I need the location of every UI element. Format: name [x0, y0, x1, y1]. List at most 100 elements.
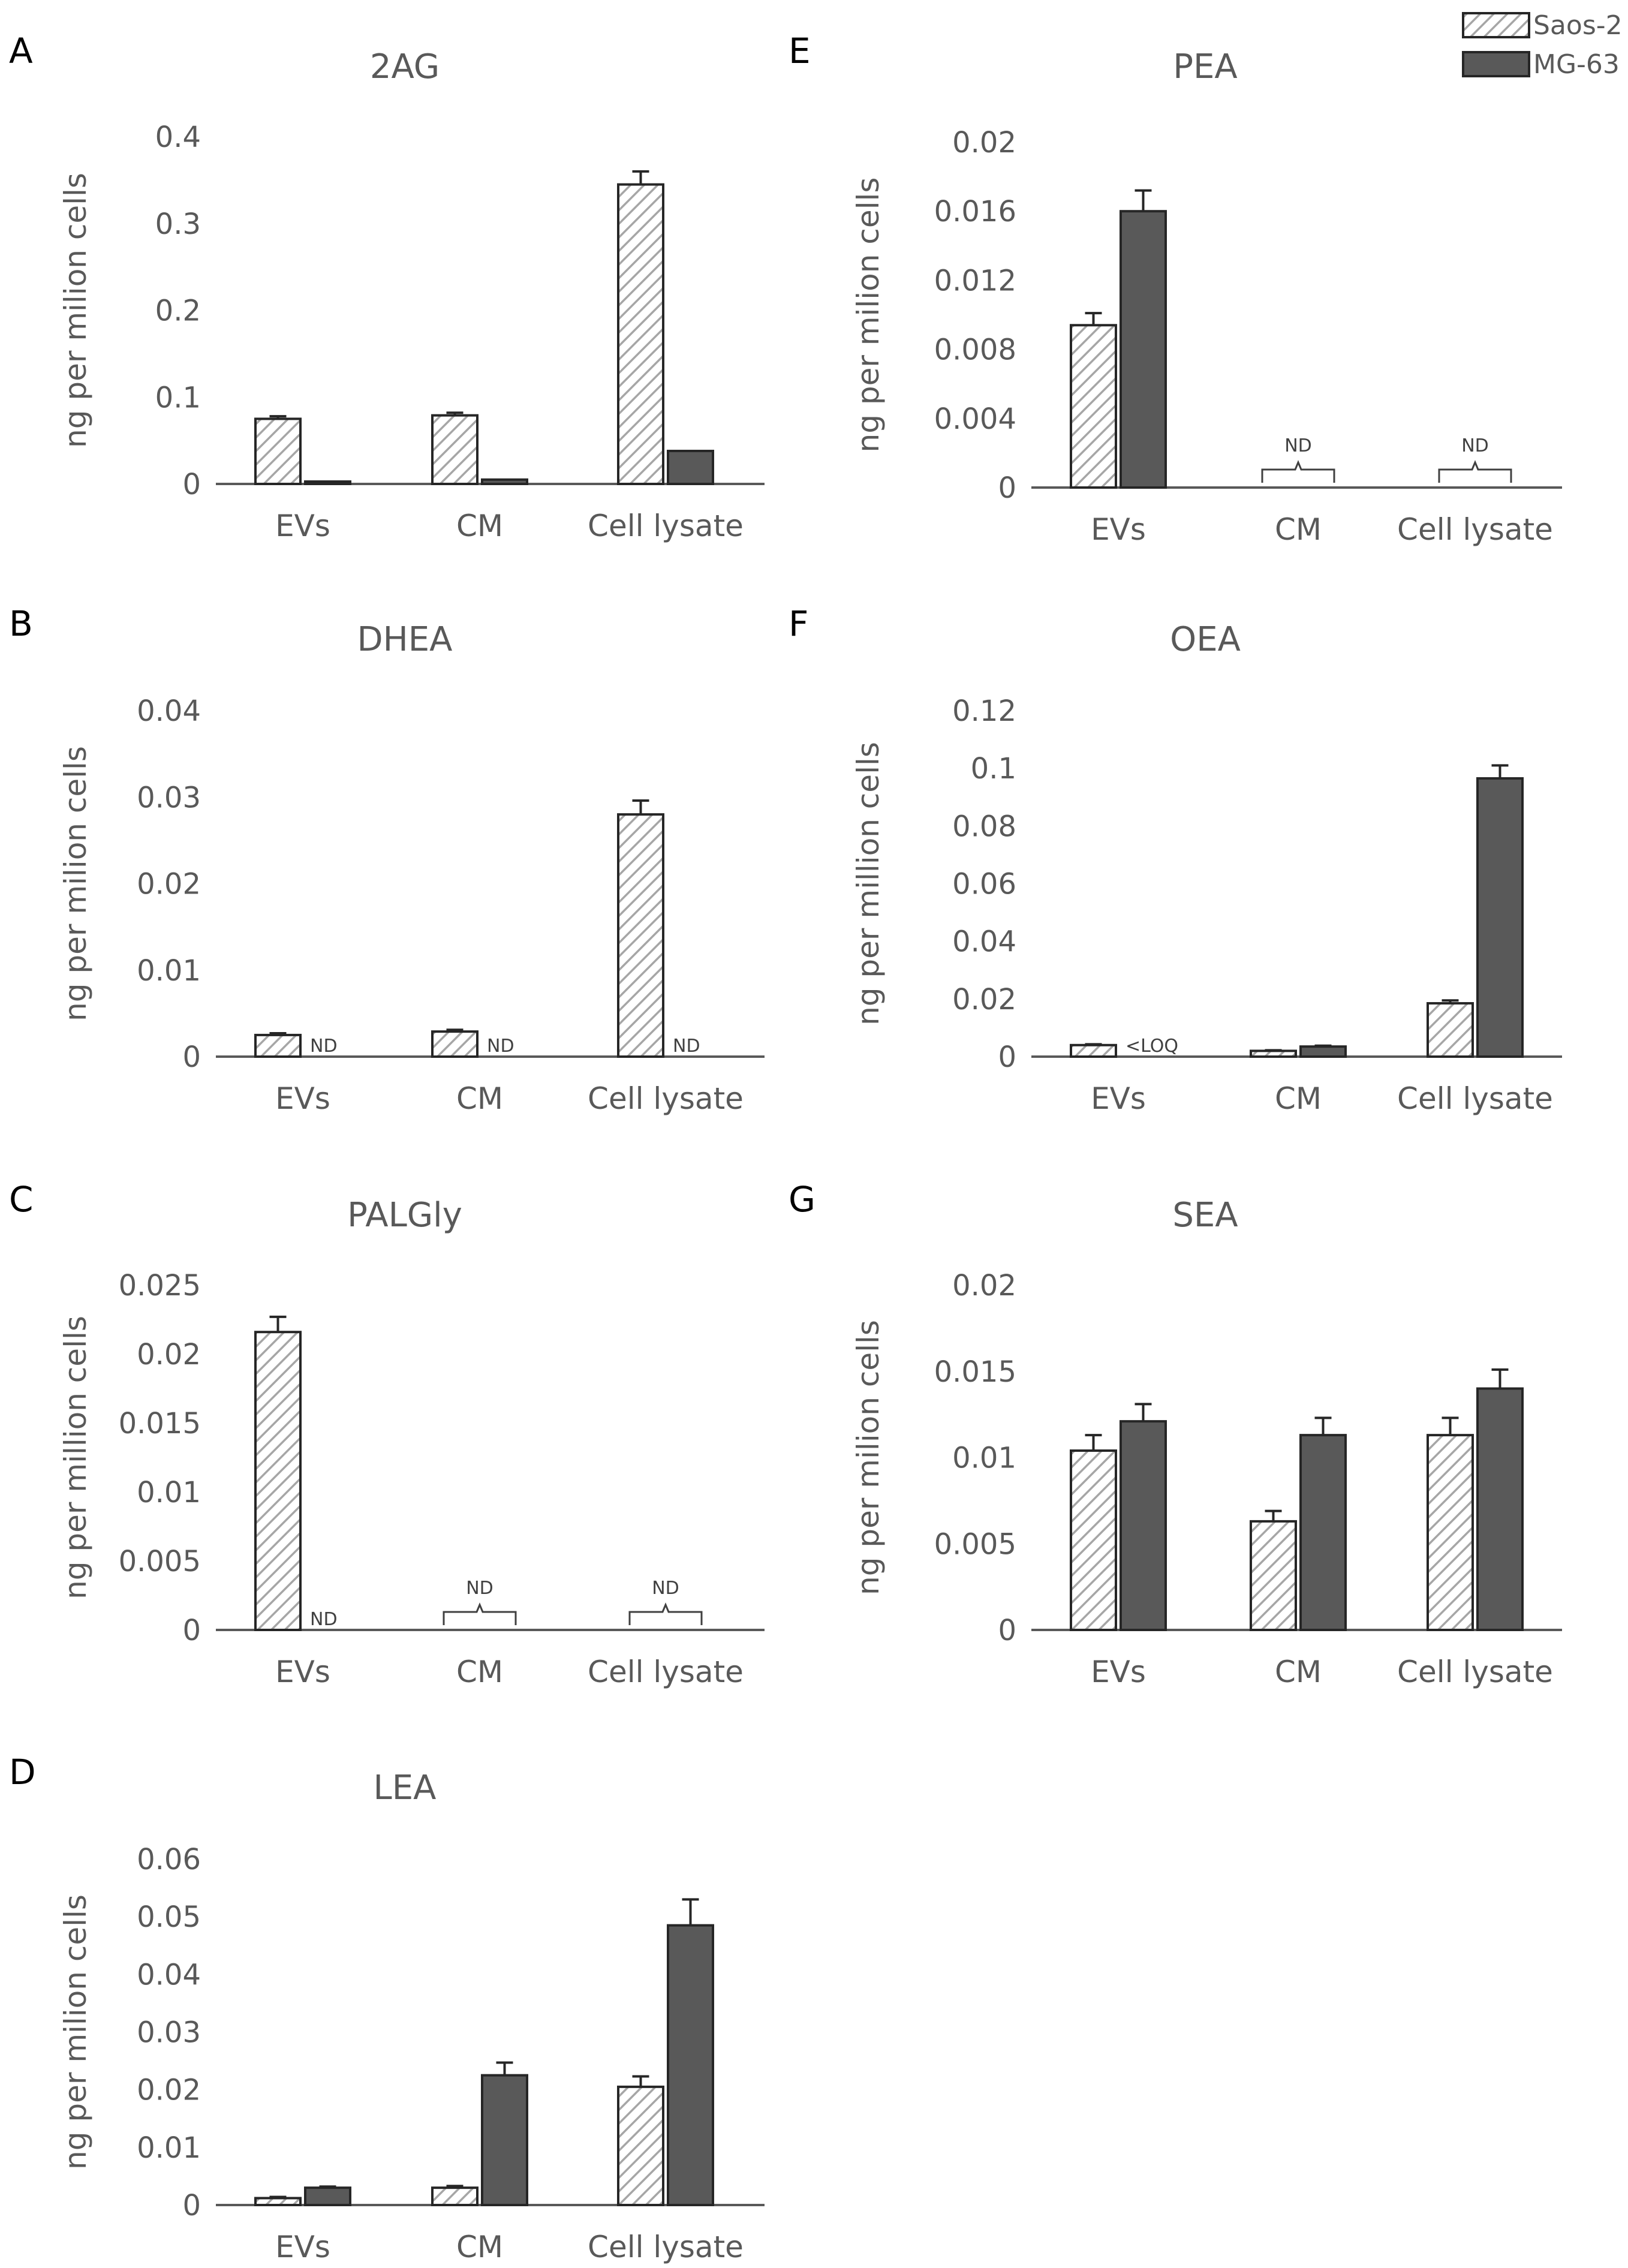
- legend-swatch: [1462, 51, 1530, 77]
- panel-C: C PALGly ng per million cells 0 0.005 0.01 0.0…: [9, 1179, 765, 1689]
- y-tick-label: 0: [182, 468, 201, 501]
- nd-bracket: ND: [628, 1578, 703, 1625]
- annotation-label: ND: [310, 1609, 338, 1630]
- x-tick-label: CM: [1275, 1081, 1322, 1116]
- error-bar: [269, 415, 287, 419]
- legend-item-saos-2: Saos-2: [1462, 10, 1623, 41]
- bar-mg-63: [304, 2186, 351, 2206]
- x-tick-label: EVs: [1091, 1655, 1146, 1689]
- bar-mg-63: [667, 449, 714, 485]
- y-tick-label: 0.015: [934, 1355, 1016, 1389]
- nd-bracket: ND: [1438, 435, 1512, 483]
- y-tick-label: 0.02: [137, 1338, 201, 1371]
- panel-D: D LEA ng per milion cells 0 0.01 0.02 0.03 0.04…: [9, 1752, 765, 2264]
- bar-mg-63: [1120, 210, 1167, 489]
- y-tick-label: 0.04: [137, 1958, 201, 1992]
- chart-title: 2AG: [370, 47, 440, 86]
- y-tick-label: 0.08: [952, 810, 1016, 843]
- y-tick-label: 0.06: [952, 868, 1016, 901]
- error-bar: [632, 799, 649, 815]
- error-bar: [446, 1028, 464, 1032]
- annotation-label: ND: [310, 1036, 338, 1057]
- y-tick-label: 0: [998, 1040, 1016, 1074]
- panel-letter: E: [789, 31, 811, 71]
- chart-title: SEA: [1172, 1196, 1238, 1235]
- error-bar: [1491, 1368, 1509, 1389]
- bar-saos-2: [254, 1331, 302, 1631]
- error-bar: [1135, 1403, 1152, 1422]
- x-tick-label: CM: [456, 1655, 503, 1689]
- bar-mg-63: [667, 1924, 714, 2206]
- legend-label: Saos-2: [1533, 10, 1623, 41]
- error-bar: [269, 1315, 287, 1332]
- bar-saos-2: [254, 2197, 302, 2206]
- error-bar: [1265, 1509, 1282, 1521]
- y-tick-label: 0.02: [137, 868, 201, 901]
- y-tick-label: 0: [998, 1614, 1016, 1647]
- annotation-label: <LOQ: [1126, 1036, 1178, 1057]
- y-tick-label: 0.01: [952, 1442, 1016, 1475]
- error-bar: [446, 2185, 464, 2188]
- error-bar: [1265, 1049, 1282, 1052]
- panel-G: G SEA ng per milion cells 0 0.005 0.01 0.015 0.…: [789, 1179, 1562, 1689]
- error-bar: [496, 2061, 513, 2076]
- x-tick-label: EVs: [1091, 1081, 1146, 1116]
- x-tick-label: EVs: [275, 1655, 330, 1689]
- panel-letter: D: [9, 1752, 36, 1792]
- bar-saos-2: [1070, 1043, 1117, 1058]
- annotation-label: ND: [673, 1036, 700, 1057]
- x-tick-label: Cell lysate: [588, 2230, 744, 2264]
- x-tick-label: Cell lysate: [1397, 1655, 1553, 1689]
- x-tick-label: Cell lysate: [588, 509, 744, 543]
- x-tick-label: Cell lysate: [588, 1655, 744, 1689]
- bar-saos-2: [1250, 1049, 1297, 1058]
- bar-saos-2: [1250, 1520, 1297, 1631]
- error-bar: [682, 1898, 699, 1926]
- legend-label: MG-63: [1533, 49, 1620, 80]
- chart-title: PEA: [1173, 47, 1237, 86]
- x-tick-label: CM: [1275, 512, 1322, 547]
- bar-mg-63: [1120, 1420, 1167, 1631]
- bar-saos-2: [254, 1033, 302, 1058]
- y-tick-label: 0.4: [155, 121, 201, 154]
- bar-saos-2: [431, 2186, 479, 2206]
- y-tick-label: 0.05: [137, 1900, 201, 1934]
- y-tick-label: 0: [182, 2189, 201, 2222]
- y-tick-label: 0: [182, 1614, 201, 1647]
- bar-saos-2: [1427, 1002, 1474, 1058]
- x-tick-label: EVs: [275, 2230, 330, 2264]
- y-axis-label: ng per milion cells: [851, 178, 886, 453]
- chart-title: LEA: [374, 1768, 437, 1807]
- y-tick-label: 0.004: [934, 402, 1016, 436]
- panel-letter: F: [789, 603, 808, 644]
- y-axis-label: ng per milion cells: [851, 1320, 886, 1595]
- y-tick-label: 0.02: [952, 126, 1016, 160]
- panel-F: F OEA ng per million cells 0 0.02 0.04 0.06 0.0…: [789, 603, 1562, 1116]
- y-tick-label: 0.02: [952, 983, 1016, 1016]
- error-bar: [446, 411, 464, 416]
- bar-saos-2: [431, 414, 479, 486]
- y-tick-label: 0: [998, 471, 1016, 505]
- bar-saos-2: [617, 2085, 664, 2207]
- y-axis-label: ng per milion cells: [58, 746, 93, 1021]
- x-tick-label: Cell lysate: [588, 1081, 744, 1116]
- bar-mg-63: [481, 2074, 528, 2206]
- y-tick-label: 0.02: [137, 2074, 201, 2107]
- x-tick-label: CM: [456, 1081, 503, 1116]
- panel-letter: B: [9, 603, 33, 644]
- bar-mg-63: [304, 480, 351, 485]
- x-tick-label: CM: [1275, 1655, 1322, 1689]
- bar-mg-63: [1476, 1387, 1524, 1631]
- panel-B: B DHEA ng per milion cells 0 0.01 0.02 0.03 0.0…: [9, 603, 765, 1116]
- y-tick-label: 0.12: [952, 694, 1016, 728]
- y-tick-label: 0.04: [952, 925, 1016, 959]
- error-bar: [1085, 1434, 1102, 1451]
- x-tick-label: CM: [456, 509, 503, 543]
- x-tick-label: Cell lysate: [1397, 512, 1553, 547]
- x-tick-label: Cell lysate: [1397, 1081, 1553, 1116]
- bar-mg-63: [1299, 1045, 1347, 1058]
- bar-mg-63: [1476, 777, 1524, 1058]
- bar-saos-2: [617, 183, 664, 485]
- y-tick-label: 0.01: [137, 1476, 201, 1509]
